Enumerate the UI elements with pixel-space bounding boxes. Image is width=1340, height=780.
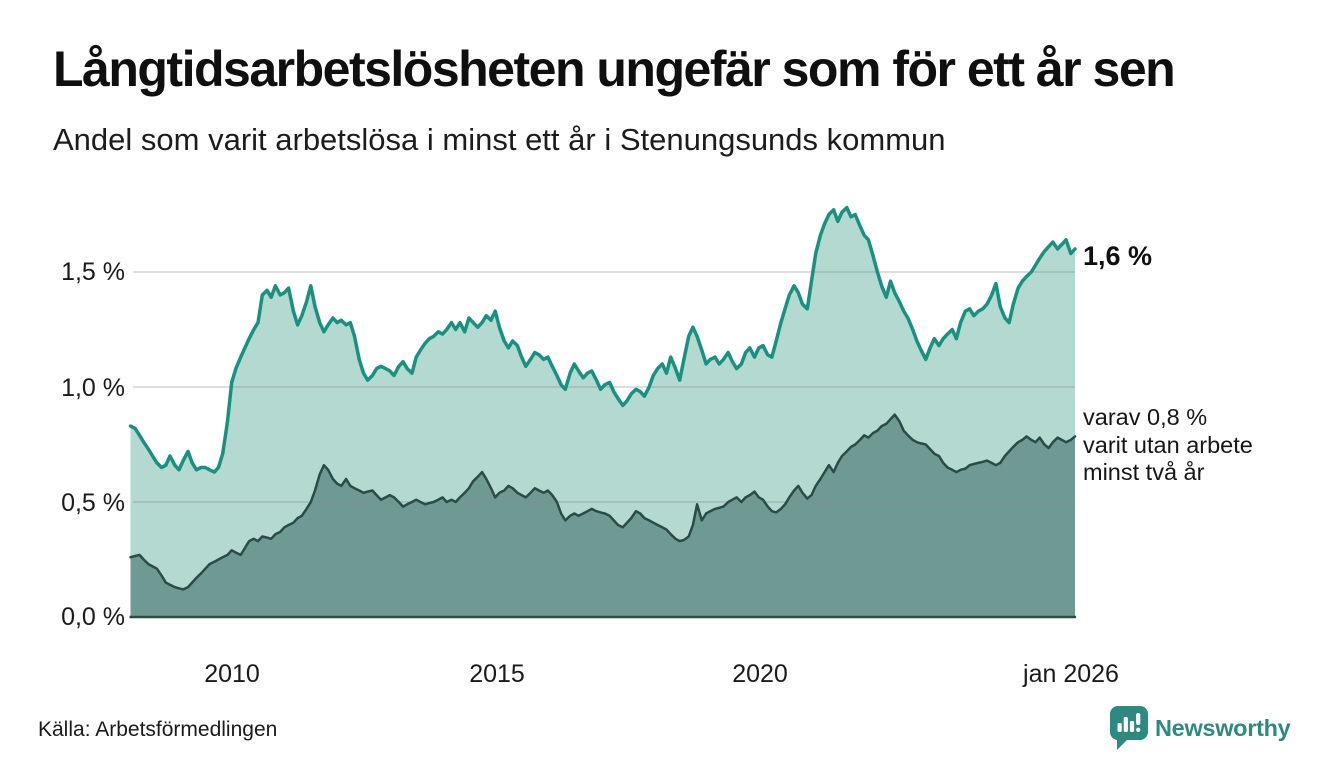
x-axis-tick-2015: 2015 [469,660,525,688]
secondary-annotation-line-2: varit utan arbete [1083,431,1253,458]
secondary-annotation-line-1: varav 0,8 % [1083,404,1208,430]
x-axis-tick-2010: 2010 [204,660,260,688]
y-axis-tick-0-0: 0,0 % [61,603,125,631]
latest-value-annotation: 1,6 % [1083,241,1153,271]
newsworthy-logo[interactable]: Newsworthy [1110,706,1291,750]
x-axis-tick-jan-2026: jan 2026 [1023,660,1119,688]
secondary-annotation-line-3: minst två år [1083,459,1205,485]
source-credit: Källa: Arbetsförmedlingen [38,718,278,741]
x-axis-tick-2020: 2020 [732,660,788,688]
secondary-value-annotation: varav 0,8 % varit utan arbete minst två … [1083,404,1253,487]
page-title: Långtidsarbetslösheten ungefär som för e… [53,41,1176,97]
y-axis-tick-1-5: 1,5 % [61,258,125,286]
page-subtitle: Andel som varit arbetslösa i minst ett å… [53,122,946,157]
newsworthy-wordmark: Newsworthy [1155,714,1291,741]
y-axis-tick-0-5: 0,5 % [61,489,125,517]
y-axis-tick-1-0: 1,0 % [61,374,125,402]
newsworthy-bubble-chart-icon [1110,706,1148,750]
